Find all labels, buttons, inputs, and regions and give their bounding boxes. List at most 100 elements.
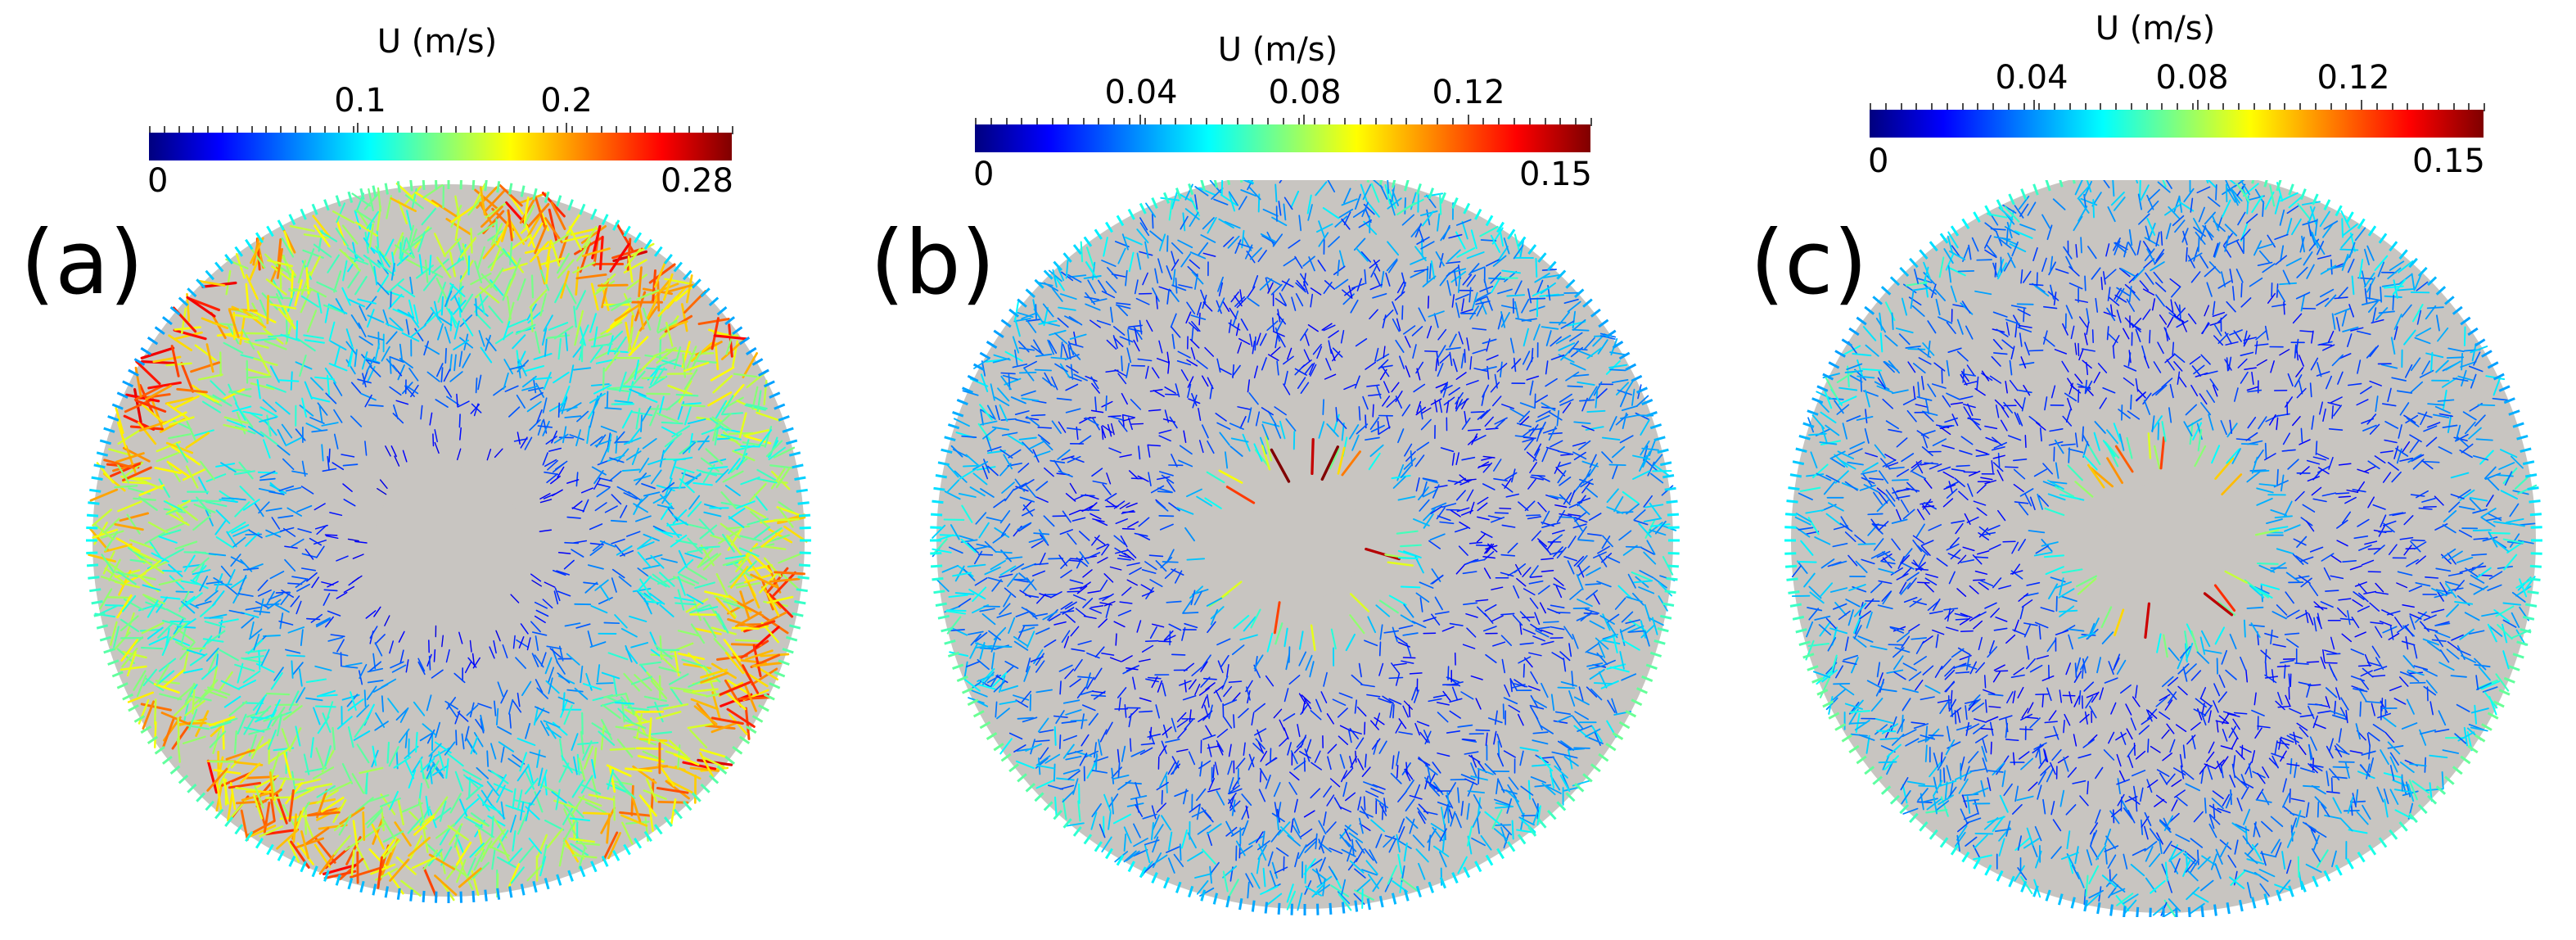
velocity-arrow [1064, 601, 1077, 610]
velocity-arrow [1338, 893, 1352, 911]
velocity-arrow [1283, 688, 1289, 703]
velocity-arrow [1432, 845, 1450, 857]
rim-arrow [128, 704, 139, 712]
velocity-arrow [368, 223, 374, 249]
velocity-arrow [1355, 839, 1365, 854]
velocity-arrow [1261, 830, 1265, 848]
velocity-arrow [1270, 448, 1291, 483]
velocity-arrow [192, 569, 211, 576]
velocity-arrow [977, 674, 995, 682]
velocity-arrow [457, 711, 469, 722]
velocity-arrow [282, 527, 296, 537]
velocity-arrow [635, 515, 652, 522]
velocity-arrow [699, 524, 718, 540]
velocity-arrow [1198, 242, 1209, 256]
velocity-arrow [1097, 279, 1108, 293]
velocity-arrow [1536, 279, 1544, 295]
velocity-arrow [553, 371, 570, 384]
velocity-arrow [1378, 364, 1393, 368]
velocity-arrow [471, 861, 490, 879]
panel-b: U (m/s) 0.04 0.08 0.12 0 0.15 (b) [859, 0, 1717, 940]
velocity-arrow [1225, 486, 1256, 504]
colorbar-minor-tick [280, 126, 282, 134]
velocity-arrow [1014, 301, 1019, 322]
velocity-arrow [1126, 562, 1140, 567]
velocity-arrow [1455, 391, 1464, 404]
velocity-arrow [347, 255, 369, 265]
velocity-arrow [376, 246, 385, 268]
velocity-arrow [1500, 635, 1513, 647]
velocity-arrow [1378, 641, 1382, 657]
velocity-arrow [536, 749, 541, 768]
velocity-arrow [160, 596, 181, 600]
velocity-arrow [1207, 440, 1215, 454]
velocity-arrow [458, 631, 463, 644]
velocity-arrow [414, 328, 424, 341]
velocity-arrow [1323, 324, 1336, 332]
velocity-arrow [1530, 623, 1542, 632]
velocity-arrow [1437, 345, 1446, 359]
velocity-arrow [243, 716, 255, 735]
velocity-arrow [257, 579, 268, 591]
velocity-arrow [390, 661, 404, 669]
velocity-arrow [631, 447, 640, 466]
velocity-arrow [687, 418, 706, 425]
velocity-arrow [1172, 269, 1176, 287]
velocity-arrow [1472, 291, 1478, 310]
velocity-arrow [1279, 180, 1283, 183]
velocity-arrow [291, 576, 307, 580]
velocity-arrow [635, 495, 649, 508]
velocity-arrow [1161, 740, 1167, 754]
velocity-arrow [1113, 500, 1126, 509]
velocity-arrow [134, 399, 167, 413]
velocity-arrow [1073, 373, 1088, 382]
velocity-arrow [497, 829, 509, 849]
velocity-arrow [1567, 301, 1581, 313]
velocity-arrow [385, 445, 391, 457]
velocity-arrow [497, 725, 512, 735]
velocity-arrow [1577, 565, 1585, 578]
velocity-arrow [1514, 563, 1527, 573]
velocity-arrow [476, 766, 489, 780]
velocity-arrow [773, 518, 800, 522]
rim-arrow [732, 745, 743, 755]
velocity-arrow [1147, 733, 1162, 738]
colorbar-minor-tick [1113, 118, 1116, 126]
velocity-arrow [665, 321, 674, 347]
velocity-arrow [116, 594, 133, 619]
velocity-arrow [1418, 307, 1426, 322]
velocity-arrow [1626, 596, 1643, 603]
velocity-arrow [684, 552, 703, 560]
velocity-arrow [1423, 617, 1437, 622]
velocity-arrow [1018, 522, 1031, 532]
velocity-arrow [1060, 569, 1072, 579]
velocity-arrow [1550, 440, 1563, 448]
velocity-arrow [1101, 426, 1107, 439]
velocity-arrow [1053, 459, 1062, 473]
velocity-arrow [1532, 739, 1549, 745]
rim-arrow [311, 203, 318, 215]
velocity-arrow [1633, 509, 1646, 521]
velocity-arrow [598, 235, 604, 271]
velocity-arrow [1577, 539, 1595, 542]
velocity-arrow [539, 292, 548, 317]
velocity-arrow [1419, 581, 1434, 589]
velocity-arrow [1518, 410, 1531, 423]
velocity-arrow [1087, 590, 1100, 594]
velocity-arrow [135, 360, 161, 386]
velocity-arrow [170, 418, 192, 431]
velocity-arrow [480, 273, 499, 291]
velocity-arrow [1198, 407, 1202, 422]
velocity-arrow [466, 704, 479, 716]
velocity-arrow [625, 644, 633, 663]
velocity-arrow [697, 435, 710, 451]
velocity-arrow [1108, 793, 1119, 807]
velocity-arrow [508, 219, 526, 246]
velocity-arrow [459, 237, 477, 259]
velocity-arrow [1158, 429, 1172, 434]
velocity-arrow [249, 412, 268, 424]
velocity-arrow [1398, 718, 1407, 730]
velocity-arrow [1382, 395, 1391, 407]
velocity-arrow [1089, 608, 1102, 614]
velocity-arrow [1053, 796, 1058, 818]
